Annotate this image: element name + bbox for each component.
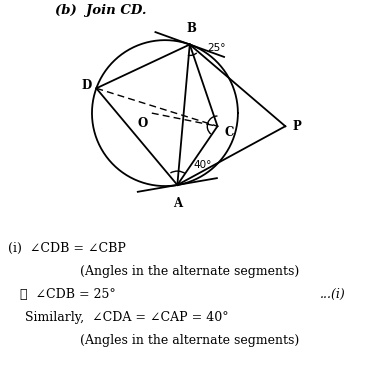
Text: P: P [293,120,302,133]
Text: Similarly,  ∠CDA = ∠CAP = 40°: Similarly, ∠CDA = ∠CAP = 40° [25,311,229,324]
Text: O: O [137,118,147,130]
Text: (b)  Join CD.: (b) Join CD. [56,4,147,17]
Text: B: B [186,22,196,35]
Text: ∴  ∠CDB = 25°: ∴ ∠CDB = 25° [20,288,116,301]
Text: D: D [81,79,91,92]
Text: 40°: 40° [194,159,212,170]
Text: (i)  ∠CDB = ∠CBP: (i) ∠CDB = ∠CBP [8,242,126,255]
Text: C: C [225,126,234,139]
Text: 25°: 25° [207,43,226,53]
Text: (Angles in the alternate segments): (Angles in the alternate segments) [80,334,299,347]
Text: (Angles in the alternate segments): (Angles in the alternate segments) [80,265,299,278]
Text: ...(i): ...(i) [320,288,346,301]
Text: A: A [173,197,182,210]
